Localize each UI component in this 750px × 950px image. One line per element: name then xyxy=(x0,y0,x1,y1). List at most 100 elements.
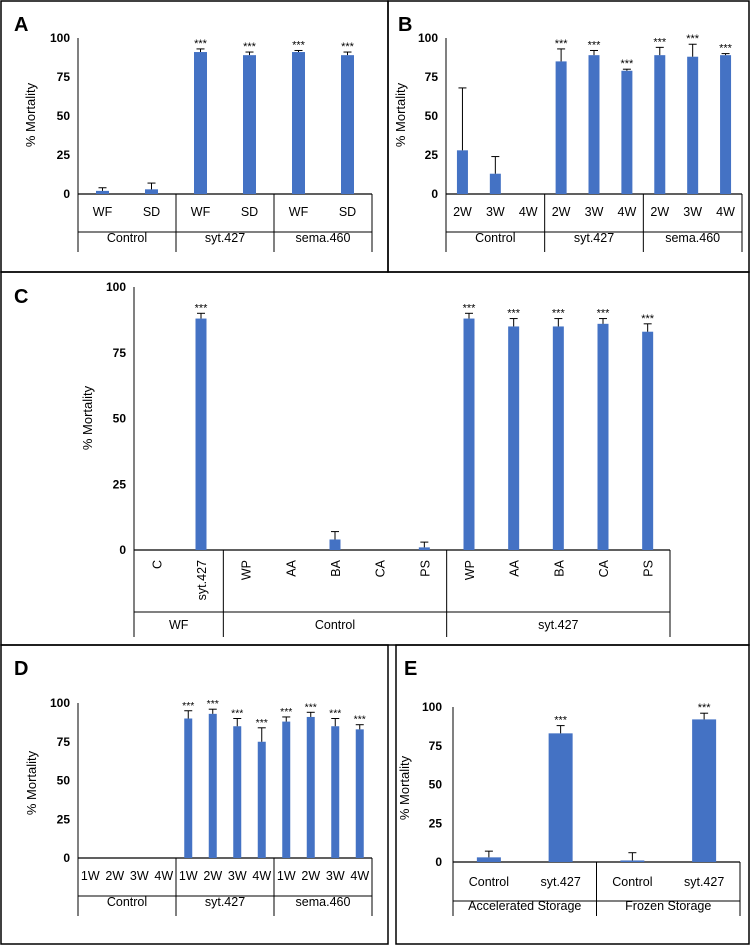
bar-b-5 xyxy=(588,55,600,194)
bar-c-5 xyxy=(329,539,341,550)
category-label-d-7: 3W xyxy=(228,869,247,883)
category-label-c-4: AA xyxy=(284,559,298,576)
y-tick-label-e: 50 xyxy=(429,778,443,792)
chart-panel-d: 0 25 50 75 100 1W 2W 3W 4W *** 1W *** 2W *** 3W *** 4W **… xyxy=(50,696,373,916)
bar-e-1 xyxy=(476,857,501,862)
y-tick-label-e: 0 xyxy=(435,855,442,869)
y-tick-label-b: 50 xyxy=(425,109,439,123)
category-label-b-8: 3W xyxy=(683,205,702,219)
group-label-a-2: syt.427 xyxy=(205,231,245,245)
category-label-d-3: 3W xyxy=(130,869,149,883)
chart-panel-b: 0 25 50 75 100 2W 3W 4W *** 2W *** 3W *** 4W *** 2W *** 3… xyxy=(418,31,743,252)
category-label-b-2: 3W xyxy=(486,205,505,219)
category-label-d-6: 2W xyxy=(203,869,222,883)
category-label-b-9: 4W xyxy=(716,205,735,219)
panel-border-e xyxy=(395,644,750,945)
category-label-d-10: 2W xyxy=(301,869,320,883)
bar-a-2 xyxy=(145,189,158,194)
bar-c-8 xyxy=(463,318,475,550)
y-tick-label-b: 0 xyxy=(431,187,438,201)
group-label-c-1: WF xyxy=(169,618,189,632)
y-tick-label-c: 75 xyxy=(113,346,127,360)
group-label-d-2: syt.427 xyxy=(205,895,245,909)
category-label-d-9: 1W xyxy=(277,869,296,883)
y-tick-label-c: 50 xyxy=(113,412,127,426)
bar-a-4 xyxy=(243,55,256,194)
y-tick-label-d: 75 xyxy=(57,735,71,749)
significance-label-c-11: *** xyxy=(597,308,611,320)
y-tick-label-c: 25 xyxy=(113,477,127,491)
category-label-b-4: 2W xyxy=(552,205,571,219)
significance-label-d-12: *** xyxy=(354,714,366,726)
group-label-c-2: Control xyxy=(315,618,355,632)
bar-a-5 xyxy=(292,52,305,194)
category-label-c-8: WP xyxy=(463,560,477,580)
bar-c-2 xyxy=(195,318,207,550)
category-label-d-4: 4W xyxy=(154,869,173,883)
significance-label-a-4: *** xyxy=(243,41,257,53)
y-tick-label-a: 75 xyxy=(57,70,71,84)
chart-panel-e: 0 25 50 75 100 Control *** syt.427 Control *** syt… xyxy=(422,700,741,916)
bar-d-7 xyxy=(233,726,242,858)
category-label-d-8: 4W xyxy=(252,869,271,883)
category-label-a-6: SD xyxy=(339,205,356,219)
significance-label-b-6: *** xyxy=(620,58,634,70)
category-label-c-9: AA xyxy=(508,559,522,576)
ylabel-e: % Mortality xyxy=(397,755,412,820)
bar-d-10 xyxy=(306,716,315,858)
significance-label-b-7: *** xyxy=(653,36,667,48)
category-label-c-11: CA xyxy=(597,559,611,577)
bar-a-1 xyxy=(96,190,109,194)
panel-border-c xyxy=(0,271,750,646)
significance-label-c-2: *** xyxy=(195,302,209,314)
category-label-b-7: 2W xyxy=(650,205,669,219)
panel-letter-c: C xyxy=(14,286,28,308)
bar-b-9 xyxy=(720,55,732,194)
category-label-b-6: 4W xyxy=(618,205,637,219)
y-tick-label-e: 75 xyxy=(429,739,443,753)
significance-label-d-8: *** xyxy=(256,717,268,729)
category-label-c-10: BA xyxy=(552,559,566,576)
group-label-b-1: Control xyxy=(475,231,515,245)
bar-b-2 xyxy=(489,173,501,194)
significance-label-d-6: *** xyxy=(207,698,219,710)
y-tick-label-a: 0 xyxy=(63,187,70,201)
group-label-a-3: sema.460 xyxy=(296,231,351,245)
bar-d-9 xyxy=(282,721,291,858)
bar-b-7 xyxy=(654,55,666,194)
y-tick-label-e: 100 xyxy=(422,700,442,714)
charts-layer: 0 25 50 75 100 WF SD *** WF *** SD *** WF *** SD Contro… xyxy=(50,31,743,916)
category-label-d-11: 3W xyxy=(326,869,345,883)
category-label-c-7: PS xyxy=(418,560,432,577)
category-label-d-5: 1W xyxy=(179,869,198,883)
bar-c-10 xyxy=(552,326,564,550)
bar-c-12 xyxy=(642,331,654,550)
category-label-e-4: syt.427 xyxy=(684,875,724,889)
y-tick-label-d: 25 xyxy=(57,812,71,826)
bar-a-3 xyxy=(194,52,207,194)
bar-c-7 xyxy=(418,547,430,550)
significance-label-e-2: *** xyxy=(554,715,568,727)
category-label-c-5: BA xyxy=(329,559,343,576)
significance-label-b-4: *** xyxy=(555,38,569,50)
y-tick-label-c: 0 xyxy=(119,543,126,557)
category-label-d-2: 2W xyxy=(105,869,124,883)
category-label-c-6: CA xyxy=(374,559,388,577)
group-label-e-1: Accelerated Storage xyxy=(468,899,581,913)
category-label-e-3: Control xyxy=(612,875,652,889)
group-label-d-3: sema.460 xyxy=(296,895,351,909)
category-label-c-12: PS xyxy=(642,560,656,577)
bar-c-11 xyxy=(597,323,609,550)
bar-d-6 xyxy=(208,713,217,858)
y-tick-label-b: 75 xyxy=(425,70,439,84)
y-tick-label-d: 50 xyxy=(57,774,71,788)
category-label-a-4: SD xyxy=(241,205,258,219)
significance-label-d-7: *** xyxy=(231,708,243,720)
significance-label-b-8: *** xyxy=(686,33,700,45)
significance-label-a-3: *** xyxy=(194,38,208,50)
bar-b-8 xyxy=(687,56,699,194)
category-label-a-2: SD xyxy=(143,205,160,219)
bar-b-6 xyxy=(621,70,633,194)
